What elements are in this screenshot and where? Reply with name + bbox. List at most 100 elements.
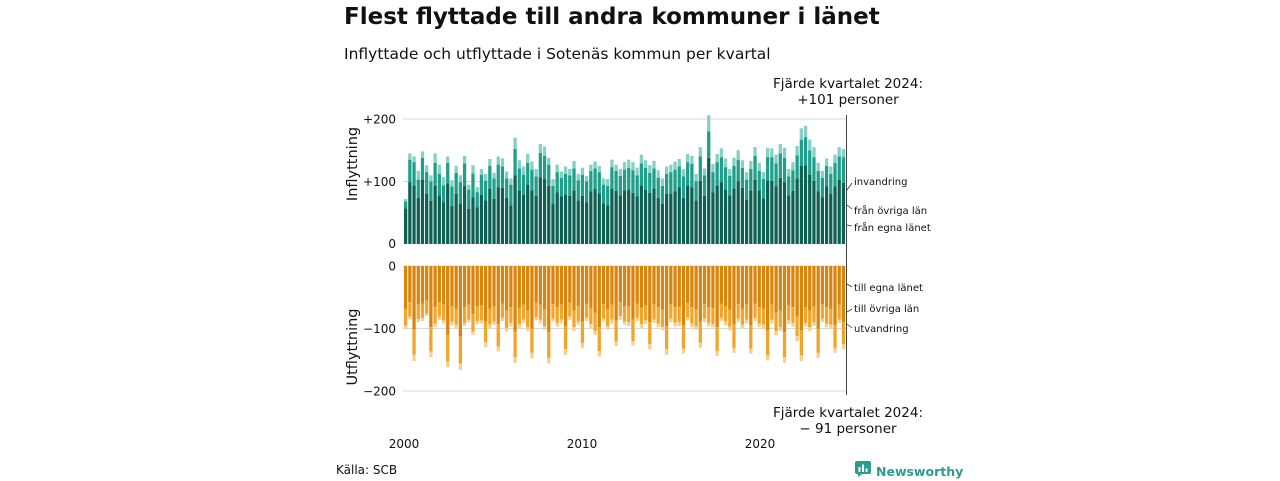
in-bar-3-98 bbox=[812, 147, 816, 158]
out-bar-1-84 bbox=[753, 266, 757, 304]
out-bar-3-57 bbox=[639, 324, 644, 328]
in-bar-1-4 bbox=[416, 197, 420, 244]
out-bar-1-86 bbox=[761, 266, 766, 309]
in-bar-2-64 bbox=[669, 172, 673, 194]
out-bar-2-33 bbox=[538, 304, 542, 320]
out-bar-1-15 bbox=[462, 266, 467, 308]
out-bar-1-100 bbox=[820, 266, 825, 305]
in-bar-1-83 bbox=[749, 190, 753, 244]
in-bar-2-57 bbox=[639, 163, 644, 186]
out-bar-3-19 bbox=[479, 320, 484, 324]
in-bar-2-53 bbox=[622, 169, 627, 191]
out-bar-3-66 bbox=[677, 322, 681, 326]
out-bar-1-34 bbox=[542, 266, 547, 310]
in-bar-2-52 bbox=[618, 175, 622, 196]
in-bar-1-55 bbox=[631, 192, 635, 244]
out-bar-1-92 bbox=[787, 266, 791, 306]
out-bar-3-16 bbox=[467, 319, 471, 323]
in-bar-3-66 bbox=[677, 159, 681, 167]
out-bar-2-65 bbox=[673, 307, 677, 323]
in-bar-1-102 bbox=[829, 194, 833, 244]
in-bar-3-43 bbox=[580, 167, 585, 175]
out-bar-1-77 bbox=[723, 266, 728, 306]
in-bar-2-26 bbox=[509, 184, 513, 206]
out-bar-1-33 bbox=[538, 266, 542, 305]
in-bar-1-50 bbox=[610, 189, 614, 244]
out-bar-1-93 bbox=[791, 266, 795, 308]
out-bar-2-87 bbox=[766, 330, 770, 356]
in-bar-3-76 bbox=[719, 148, 723, 158]
out-bar-3-69 bbox=[690, 323, 694, 328]
out-bar-2-52 bbox=[618, 302, 622, 316]
in-bar-1-80 bbox=[736, 181, 740, 244]
out-bar-1-17 bbox=[471, 266, 475, 314]
out-bar-2-27 bbox=[513, 331, 517, 358]
out-bar-3-5 bbox=[420, 317, 425, 322]
in-bar-2-49 bbox=[606, 185, 610, 206]
out-bar-2-69 bbox=[690, 307, 694, 324]
in-bar-2-103 bbox=[833, 162, 837, 187]
out-bar-1-46 bbox=[593, 266, 597, 313]
out-bar-2-81 bbox=[740, 308, 745, 325]
out-bar-1-66 bbox=[677, 266, 681, 307]
in-bar-3-8 bbox=[433, 153, 437, 163]
out-bar-1-9 bbox=[437, 266, 441, 303]
out-bar-2-43 bbox=[580, 321, 585, 343]
out-bar-2-14 bbox=[458, 336, 462, 364]
in-bar-3-75 bbox=[715, 154, 719, 163]
in-bar-2-78 bbox=[728, 175, 732, 196]
in-bar-2-86 bbox=[761, 179, 766, 199]
in-bar-2-74 bbox=[711, 172, 715, 193]
out-bar-1-35 bbox=[547, 266, 551, 333]
in-bar-3-44 bbox=[585, 175, 589, 182]
out-bar-3-34 bbox=[542, 326, 547, 330]
out-bar-2-89 bbox=[774, 312, 778, 332]
in-bar-1-11 bbox=[446, 183, 450, 245]
out-bar-3-62 bbox=[660, 326, 665, 331]
in-bar-1-39 bbox=[563, 194, 568, 245]
in-bar-1-69 bbox=[690, 187, 694, 245]
out-bar-1-36 bbox=[551, 266, 555, 305]
in-bar-1-26 bbox=[509, 205, 513, 244]
out-bar-2-76 bbox=[719, 303, 723, 318]
in-bar-3-42 bbox=[576, 174, 580, 181]
out-bar-3-24 bbox=[500, 317, 505, 322]
out-bar-2-13 bbox=[454, 308, 458, 325]
out-bar-3-63 bbox=[664, 349, 669, 355]
out-bar-3-55 bbox=[631, 341, 635, 346]
out-bar-3-86 bbox=[761, 324, 766, 330]
in-bar-1-31 bbox=[530, 190, 534, 244]
out-bar-3-92 bbox=[787, 320, 791, 325]
out-bar-2-80 bbox=[736, 304, 740, 319]
out-bar-2-2 bbox=[408, 302, 412, 317]
out-bar-2-59 bbox=[648, 322, 652, 345]
in-bar-2-19 bbox=[479, 174, 484, 195]
out-bar-1-39 bbox=[563, 266, 568, 326]
y-tick-out-200: −200 bbox=[363, 385, 396, 399]
out-bar-3-74 bbox=[711, 324, 715, 328]
in-bar-2-35 bbox=[547, 164, 551, 186]
pointer-out-1 bbox=[846, 283, 853, 288]
out-bar-1-38 bbox=[559, 266, 564, 305]
out-bar-3-98 bbox=[812, 322, 816, 326]
in-bar-1-89 bbox=[774, 186, 778, 244]
in-bar-1-43 bbox=[580, 195, 585, 245]
out-bar-2-60 bbox=[652, 304, 656, 320]
out-bar-2-31 bbox=[530, 328, 534, 353]
out-bar-3-41 bbox=[572, 327, 576, 331]
in-bar-2-2 bbox=[408, 159, 412, 183]
out-bar-3-56 bbox=[635, 317, 639, 322]
out-bar-3-53 bbox=[622, 321, 627, 325]
in-bar-2-67 bbox=[681, 176, 686, 198]
in-bar-3-2 bbox=[408, 153, 412, 160]
in-bar-3-39 bbox=[563, 166, 568, 174]
out-bar-1-81 bbox=[740, 266, 745, 309]
in-bar-3-19 bbox=[479, 169, 484, 175]
in-bar-2-34 bbox=[542, 155, 547, 180]
out-bar-1-21 bbox=[488, 266, 492, 309]
out-bar-3-35 bbox=[547, 357, 551, 364]
y-tick-out-0: 0 bbox=[388, 260, 396, 274]
out-bar-2-34 bbox=[542, 309, 547, 327]
in-bar-1-68 bbox=[686, 185, 690, 244]
in-bar-1-56 bbox=[635, 196, 639, 244]
